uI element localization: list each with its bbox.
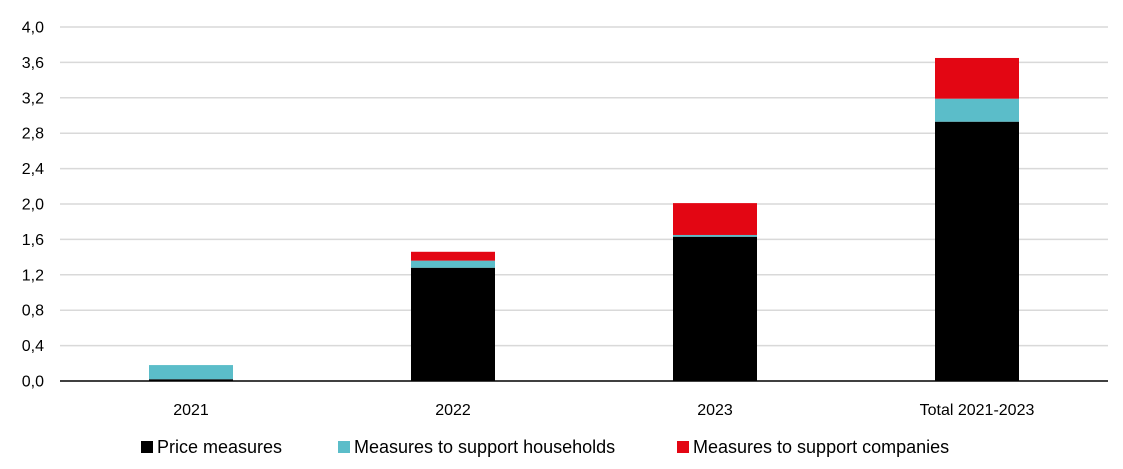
bar-segment-1-2 — [673, 234, 757, 237]
x-category-label: Total 2021-2023 — [920, 402, 1035, 419]
legend-label: Measures to support companies — [693, 437, 949, 457]
axes: 0,0 0,4 0,8 1,2 1,6 2,0 2,4 2,8 3,2 3,6 4,0 2021 202… — [22, 20, 1108, 419]
y-tick-label: 0,8 — [22, 303, 44, 320]
y-tick-label: 2,8 — [22, 126, 44, 143]
y-tick-label: 0,0 — [22, 374, 44, 391]
bar-segment-0-1 — [411, 267, 495, 381]
y-tick-label: 1,2 — [22, 267, 44, 284]
x-category-label: 2022 — [435, 402, 471, 419]
legend-label: Price measures — [157, 437, 282, 457]
x-category-label: 2021 — [173, 402, 209, 419]
bar-segment-2-3 — [935, 57, 1019, 99]
y-tick-label: 3,6 — [22, 55, 44, 72]
y-tick-label: 2,0 — [22, 197, 44, 214]
bars — [149, 57, 1019, 381]
x-category-label: 2023 — [697, 402, 733, 419]
y-tick-label: 4,0 — [22, 20, 44, 37]
bar-segment-2-1 — [411, 251, 495, 261]
bar-segment-2-2 — [673, 203, 757, 235]
bar-segment-0-0 — [149, 379, 233, 381]
y-tick-label: 1,6 — [22, 232, 44, 249]
bar-segment-1-1 — [411, 260, 495, 268]
legend-swatch — [338, 441, 350, 453]
y-tick-label: 2,4 — [22, 161, 44, 178]
bar-segment-0-3 — [935, 121, 1019, 381]
bar-segment-1-3 — [935, 98, 1019, 122]
y-tick-label: 3,2 — [22, 90, 44, 107]
legend-swatch — [677, 441, 689, 453]
legend: Price measures Measures to support househ… — [141, 437, 949, 457]
gridlines — [60, 26, 1108, 347]
bar-segment-0-2 — [673, 236, 757, 381]
bar-segment-1-0 — [149, 365, 233, 380]
legend-label: Measures to support households — [354, 437, 615, 457]
y-tick-label: 0,4 — [22, 338, 44, 355]
legend-swatch — [141, 441, 153, 453]
